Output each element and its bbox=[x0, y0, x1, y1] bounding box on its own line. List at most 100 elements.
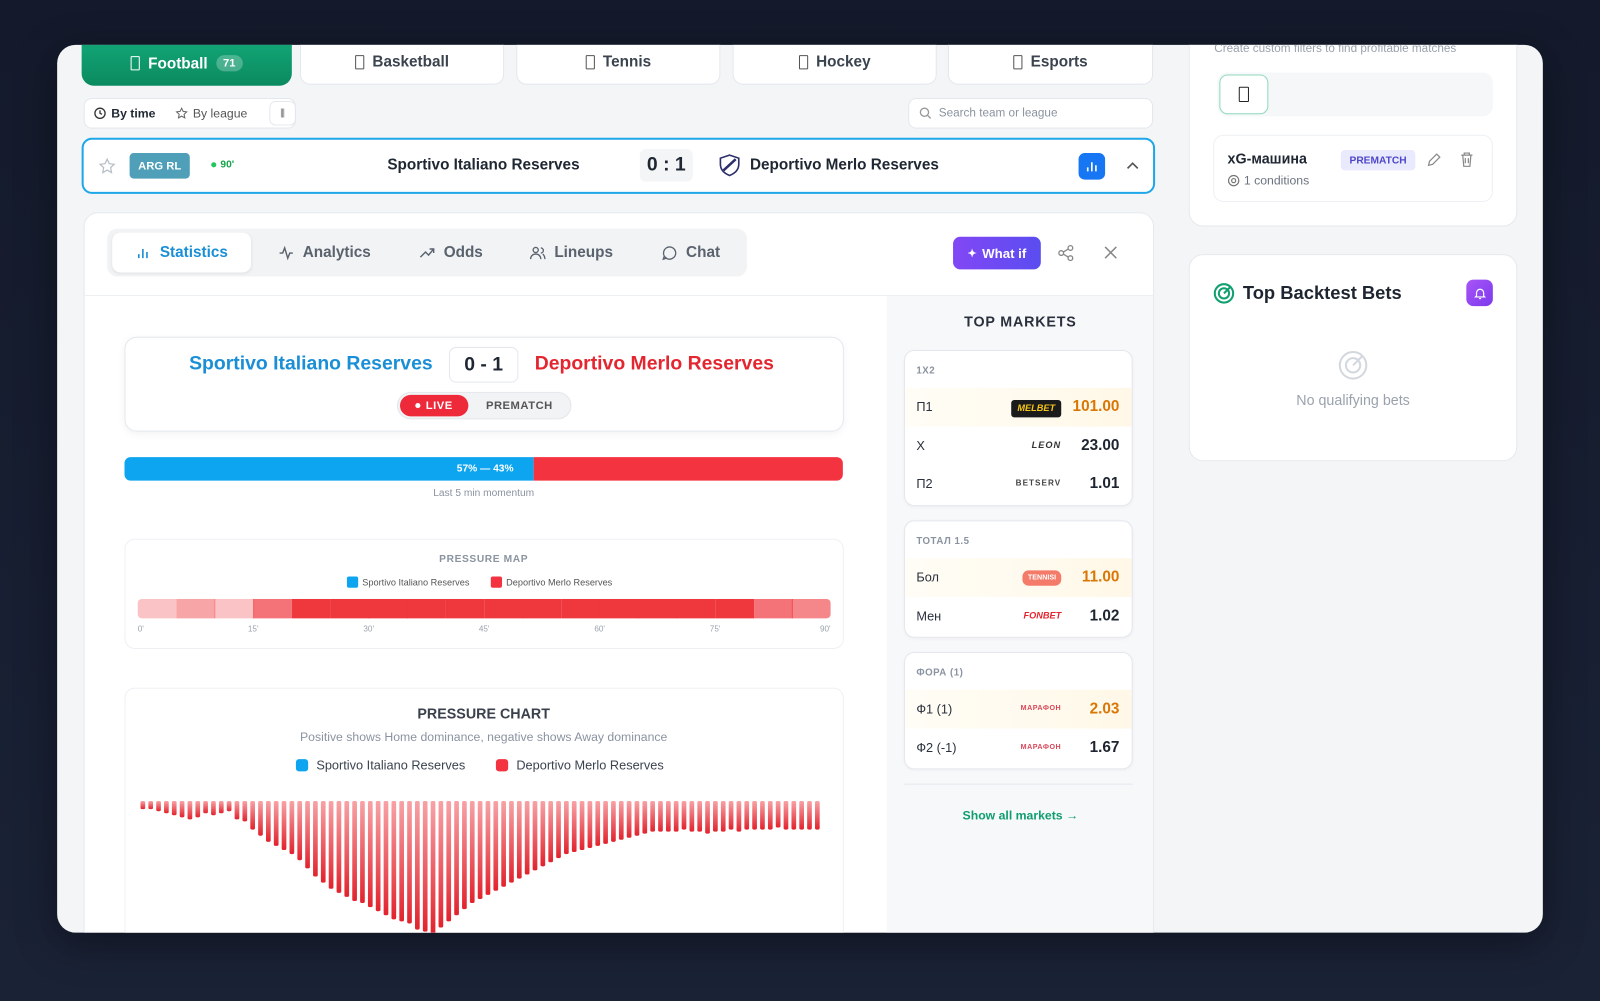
pressure-cell bbox=[638, 598, 678, 619]
bookmaker-logo: МАРАФОН bbox=[1020, 743, 1062, 751]
sport-tab[interactable]: Football 71 bbox=[81, 44, 292, 86]
legend-label: Sportivo Italiano Reserves bbox=[316, 758, 466, 773]
detail-tab[interactable]: Analytics bbox=[263, 233, 385, 273]
close-button[interactable] bbox=[1103, 245, 1118, 260]
pressure-bar bbox=[611, 801, 616, 842]
sport-tab[interactable]: Esports bbox=[947, 44, 1154, 85]
pressure-map-tick: 15' bbox=[247, 624, 259, 634]
live-button[interactable]: LIVE bbox=[399, 394, 469, 417]
pressure-cell bbox=[676, 598, 716, 619]
by-league-label: By league bbox=[192, 106, 248, 121]
live-label: LIVE bbox=[425, 399, 453, 412]
outcome-label: Мен bbox=[916, 608, 942, 623]
pressure-bar bbox=[603, 801, 608, 844]
pressure-chart-subtitle: Positive shows Home dominance, negative … bbox=[299, 729, 668, 744]
sport-tab[interactable]: Basketball bbox=[299, 44, 505, 85]
pressure-bar bbox=[422, 801, 428, 932]
pressure-bar bbox=[203, 801, 208, 814]
filter-chip-selected[interactable] bbox=[1219, 74, 1269, 115]
tab-icon bbox=[419, 247, 435, 258]
pressure-bar bbox=[595, 801, 601, 846]
pressure-bar bbox=[752, 801, 757, 830]
by-time-label: By time bbox=[111, 106, 156, 121]
tab-icon bbox=[137, 248, 148, 258]
odds-value[interactable]: 11.00 bbox=[1081, 568, 1120, 586]
by-league-button[interactable]: By league bbox=[175, 106, 248, 121]
pressure-cell bbox=[753, 598, 793, 619]
pressure-bar bbox=[360, 801, 365, 904]
prematch-button[interactable]: PREMATCH bbox=[485, 399, 553, 412]
pressure-bars bbox=[140, 801, 820, 933]
tab-label: Chat bbox=[686, 243, 721, 262]
pressure-bar bbox=[477, 801, 483, 899]
detail-tab[interactable]: Statistics bbox=[112, 232, 252, 273]
outcome-label: П2 bbox=[916, 476, 933, 491]
filter-conditions: 1 conditions bbox=[1227, 173, 1310, 188]
search-input[interactable]: Search team or league bbox=[908, 97, 1154, 129]
pressure-bar bbox=[179, 801, 185, 818]
detail-tab[interactable]: Chat bbox=[647, 233, 735, 273]
what-if-button[interactable]: ✦ What if bbox=[953, 236, 1041, 270]
compact-toggle[interactable]: ⫼ bbox=[269, 101, 296, 126]
market-name: 1X2 bbox=[916, 365, 936, 377]
pressure-cell bbox=[715, 598, 755, 619]
tab-icon bbox=[279, 245, 293, 260]
pressure-cell bbox=[407, 598, 447, 619]
legend-swatch bbox=[490, 576, 503, 588]
radar-icon bbox=[1213, 283, 1235, 304]
pressure-map-tick: 30' bbox=[363, 624, 375, 634]
match-score: 0 : 1 bbox=[639, 148, 693, 182]
share-button[interactable] bbox=[1057, 244, 1075, 262]
pressure-bar bbox=[493, 801, 499, 891]
sport-tab[interactable]: Hockey bbox=[732, 44, 937, 85]
legend-item: Deportivo Merlo Reserves bbox=[495, 758, 664, 772]
search-icon bbox=[919, 107, 932, 119]
legend-swatch bbox=[495, 759, 509, 772]
pressure-bar bbox=[446, 801, 452, 922]
pressure-bar bbox=[218, 801, 224, 814]
by-time-button[interactable]: By time bbox=[94, 106, 156, 121]
home-team: Sportivo Italiano Reserves bbox=[387, 156, 580, 174]
market-row[interactable] bbox=[905, 558, 1132, 597]
bookmaker-logo: FONBET bbox=[1023, 609, 1062, 620]
pressure-cell bbox=[214, 598, 254, 619]
stats-button[interactable] bbox=[1078, 153, 1106, 180]
detail-tab[interactable]: Odds bbox=[406, 233, 496, 273]
conditions-label: 1 conditions bbox=[1243, 173, 1310, 188]
top-markets-title: TOP MARKETS bbox=[964, 313, 1077, 330]
pressure-bar bbox=[430, 801, 436, 933]
pressure-bar bbox=[540, 801, 546, 867]
show-all-markets[interactable]: Show all markets → bbox=[962, 808, 1079, 823]
pressure-map-card bbox=[124, 538, 844, 649]
pressure-bar bbox=[548, 801, 554, 863]
legend-label: Deportivo Merlo Reserves bbox=[506, 577, 613, 588]
sport-tab[interactable]: Tennis bbox=[516, 44, 721, 85]
pressure-cell bbox=[599, 598, 639, 619]
alerts-button[interactable] bbox=[1466, 279, 1493, 307]
live-dot bbox=[415, 403, 421, 409]
odds-value[interactable]: 1.01 bbox=[1089, 474, 1120, 492]
bookmaker-logo: TENNISI bbox=[1022, 570, 1062, 586]
delete-button[interactable] bbox=[1459, 151, 1474, 167]
pressure-bar bbox=[140, 801, 146, 810]
collapse-chevron[interactable] bbox=[1126, 159, 1140, 171]
odds-value[interactable]: 2.03 bbox=[1089, 699, 1120, 718]
pressure-bar bbox=[760, 801, 765, 830]
odds-value[interactable]: 1.02 bbox=[1089, 606, 1120, 624]
pressure-cell bbox=[368, 598, 408, 619]
favorite-star[interactable] bbox=[98, 157, 116, 175]
legend-label: Sportivo Italiano Reserves bbox=[362, 577, 470, 588]
pressure-bar bbox=[720, 801, 726, 832]
odds-value[interactable]: 101.00 bbox=[1072, 397, 1120, 416]
edit-button[interactable] bbox=[1427, 152, 1442, 167]
market-row[interactable] bbox=[905, 689, 1132, 729]
pressure-map-tick: 0' bbox=[137, 624, 144, 634]
odds-value[interactable]: 23.00 bbox=[1081, 436, 1120, 454]
match-row[interactable] bbox=[81, 137, 1156, 194]
bookmaker-logo: LEON bbox=[1031, 439, 1062, 450]
pressure-bar bbox=[383, 801, 389, 916]
odds-value[interactable]: 1.67 bbox=[1089, 738, 1120, 756]
detail-tab[interactable]: Lineups bbox=[516, 233, 626, 273]
tab-label: Odds bbox=[443, 243, 483, 262]
bookmaker-logo: МАРАФОН bbox=[1020, 705, 1062, 713]
